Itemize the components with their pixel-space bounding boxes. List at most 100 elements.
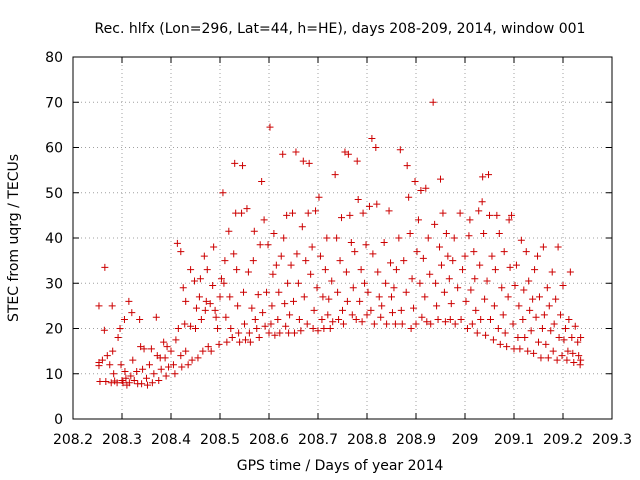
data-point xyxy=(125,297,133,305)
data-point xyxy=(491,266,499,274)
data-point xyxy=(133,367,141,375)
data-point xyxy=(267,320,275,328)
data-point xyxy=(496,340,504,348)
data-point xyxy=(505,216,513,224)
y-tick-label: 40 xyxy=(45,231,63,247)
data-point xyxy=(403,162,411,170)
data-point xyxy=(203,266,211,274)
x-tick-label: 209.3 xyxy=(592,432,632,448)
data-point xyxy=(475,207,483,215)
data-point xyxy=(232,209,240,217)
x-axis-title: GPS time / Days of year 2014 xyxy=(237,458,444,474)
data-point xyxy=(308,243,316,251)
data-point xyxy=(334,288,342,296)
data-point xyxy=(174,325,182,332)
data-point xyxy=(145,361,153,369)
data-point xyxy=(365,202,373,210)
data-point xyxy=(416,279,424,287)
data-point xyxy=(467,286,475,294)
data-point xyxy=(392,266,400,274)
data-point xyxy=(207,347,215,355)
data-point xyxy=(295,315,303,323)
data-point xyxy=(531,266,539,274)
data-point xyxy=(114,334,122,342)
data-point xyxy=(292,148,300,156)
chart-title: Rec. hlfx (Lon=296, Lat=44, h=HE), days … xyxy=(95,21,586,37)
data-point xyxy=(265,329,273,337)
data-point xyxy=(514,334,522,342)
data-point xyxy=(570,358,578,366)
data-point xyxy=(147,345,155,353)
data-point xyxy=(577,334,585,342)
data-point xyxy=(223,338,231,346)
data-point xyxy=(390,284,398,292)
data-point xyxy=(343,297,351,305)
data-point xyxy=(238,209,246,217)
x-tick-label: 208.7 xyxy=(298,432,338,448)
data-point xyxy=(184,361,192,369)
data-point xyxy=(187,266,195,274)
data-point xyxy=(206,300,214,308)
data-point xyxy=(241,320,248,328)
data-point xyxy=(246,338,254,346)
data-point xyxy=(442,229,450,237)
data-point xyxy=(283,211,291,219)
data-point xyxy=(459,266,467,274)
data-point xyxy=(495,229,503,237)
data-point xyxy=(568,334,576,342)
data-point xyxy=(446,315,454,323)
data-point xyxy=(574,338,582,346)
data-point xyxy=(172,336,180,344)
data-point xyxy=(202,297,210,305)
y-tick-label: 70 xyxy=(45,95,63,111)
x-tick-label: 208.3 xyxy=(102,432,142,448)
data-point xyxy=(285,329,293,337)
data-point xyxy=(564,347,572,355)
data-point xyxy=(215,340,223,348)
data-point xyxy=(329,318,337,326)
data-point xyxy=(408,275,416,283)
data-point xyxy=(204,343,212,351)
axis-ticks: 208.2 208.3 208.4 208.5 208.6 208.7 208.8 208.9… xyxy=(45,50,632,448)
x-tick-label: 208.4 xyxy=(151,432,191,448)
y-tick-label: 10 xyxy=(45,367,63,383)
data-point xyxy=(95,302,103,310)
data-point xyxy=(119,379,127,387)
data-point xyxy=(554,243,562,251)
data-point xyxy=(517,236,525,244)
data-point xyxy=(245,329,253,337)
data-point xyxy=(388,309,396,317)
data-point xyxy=(271,331,279,339)
data-point xyxy=(418,313,426,321)
data-point xyxy=(163,343,171,351)
data-point xyxy=(321,266,329,274)
data-point xyxy=(396,146,404,154)
data-point xyxy=(560,336,568,344)
y-tick-label: 0 xyxy=(54,412,63,428)
data-point xyxy=(216,293,224,301)
data-point xyxy=(535,338,542,346)
data-point xyxy=(339,320,347,328)
data-point xyxy=(261,322,269,330)
data-point xyxy=(139,365,147,373)
data-point xyxy=(521,334,529,342)
data-point xyxy=(336,257,344,265)
data-point xyxy=(347,239,355,247)
data-point xyxy=(282,322,290,330)
data-point xyxy=(385,207,393,215)
data-point xyxy=(312,207,320,215)
data-point xyxy=(109,347,117,355)
data-point xyxy=(361,279,369,287)
data-point xyxy=(117,361,125,369)
data-point xyxy=(383,320,391,328)
data-point xyxy=(457,315,465,323)
data-point xyxy=(364,288,372,296)
data-point xyxy=(211,306,219,314)
data-point xyxy=(522,248,530,256)
data-point xyxy=(410,304,418,312)
data-point xyxy=(450,234,458,242)
x-tick-label: 209.2 xyxy=(543,432,583,448)
data-point xyxy=(225,227,233,235)
data-point xyxy=(110,370,118,378)
